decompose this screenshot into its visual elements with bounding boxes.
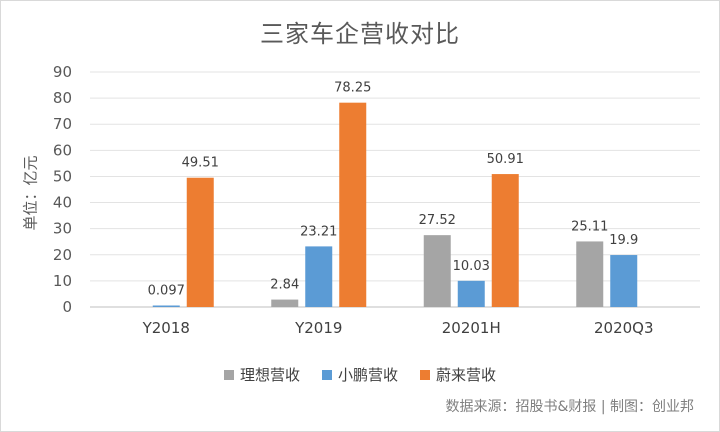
bar: [491, 174, 519, 307]
y-tick-label: 30: [53, 220, 72, 238]
chart-title: 三家车企营收对比: [260, 20, 460, 48]
data-label: 25.11: [571, 219, 608, 234]
data-label: 23.21: [300, 224, 337, 239]
y-tick-label: 70: [53, 115, 72, 133]
y-tick-label: 10: [53, 272, 72, 290]
bar: [271, 299, 299, 307]
bar: [305, 246, 333, 307]
x-tick-label: 20201H: [442, 319, 501, 337]
data-label: 78.25: [334, 81, 371, 96]
x-tick-label: Y2019: [294, 319, 342, 337]
y-tick-label: 20: [53, 246, 72, 264]
bar: [339, 102, 367, 307]
legend-entry: 蔚来营收: [420, 364, 496, 385]
legend-swatch: [223, 369, 234, 380]
data-label: 0.097: [148, 284, 185, 299]
bar: [423, 235, 451, 307]
data-label: 2.84: [270, 278, 299, 293]
data-label: 10.03: [453, 259, 490, 274]
legend-label: 蔚来营收: [436, 366, 497, 384]
y-tick-label: 80: [53, 89, 72, 107]
legend-label: 理想营收: [239, 366, 300, 384]
y-tick-label: 50: [53, 167, 72, 185]
legend-entry: 小鹏营收: [321, 364, 398, 385]
bar: [610, 255, 638, 307]
bar: [152, 305, 180, 307]
bar: [457, 280, 485, 307]
data-label: 49.51: [182, 156, 219, 171]
y-tick-label: 60: [53, 141, 72, 159]
x-tick-label: Y2018: [142, 319, 190, 337]
legend-swatch: [420, 369, 430, 380]
data-label: 19.9: [609, 233, 638, 248]
source-note: 数据来源：招股书&财报 | 制图：创业邦: [445, 399, 694, 415]
y-tick-label: 0: [62, 298, 72, 316]
bar: [576, 241, 604, 307]
legend-entry: 理想营收: [223, 364, 300, 385]
bar: [186, 177, 214, 307]
y-tick-label: 90: [53, 63, 72, 81]
legend-swatch: [321, 369, 332, 380]
y-tick-label: 40: [53, 194, 72, 212]
data-label: 27.52: [419, 213, 456, 228]
data-label: 50.91: [487, 152, 524, 167]
legend-label: 小鹏营收: [337, 366, 398, 384]
x-tick-label: 2020Q3: [594, 319, 654, 337]
chart-legend: 理想营收 小鹏营收 蔚来营收: [0, 364, 720, 385]
